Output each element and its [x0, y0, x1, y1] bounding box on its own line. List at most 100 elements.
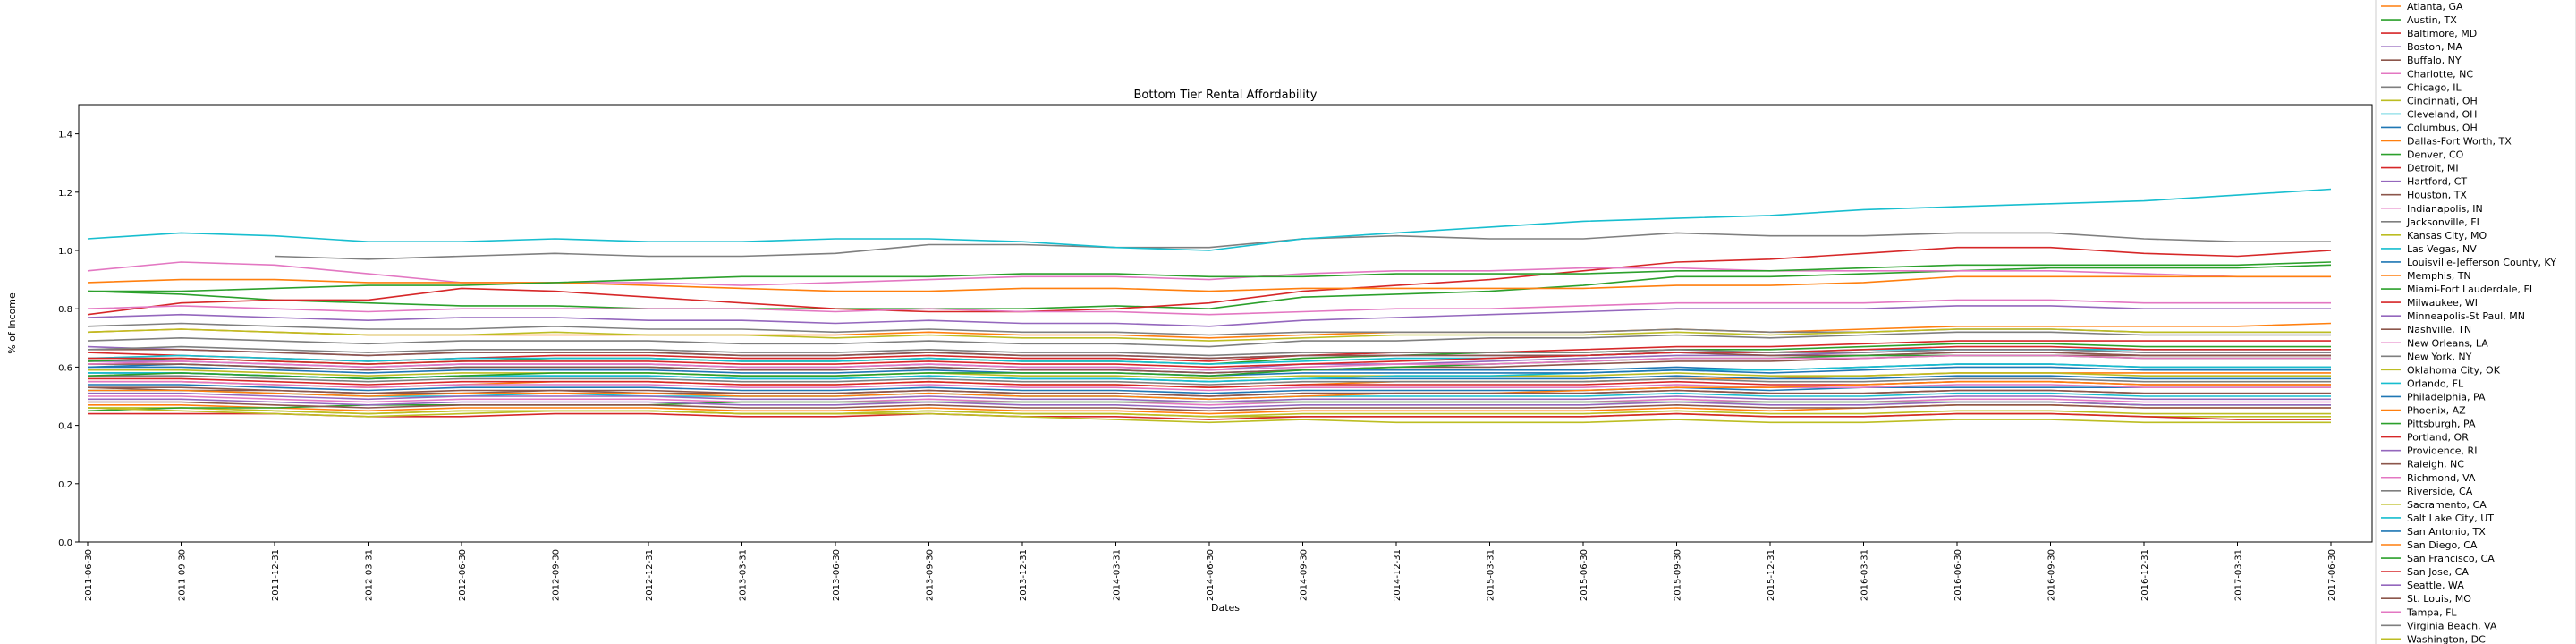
- series-line: [88, 412, 2331, 420]
- x-tick-label: 2014-09-30: [1300, 549, 1309, 601]
- legend-label: Milwaukee, WI: [2407, 297, 2478, 309]
- y-axis: 0.0 0.2 0.4 0.6 0.8 1.0 1.2 1.4: [58, 131, 79, 548]
- series-line: [87, 354, 2331, 371]
- series-line: [87, 328, 2331, 342]
- x-axis: 2011-06-30 2011-09-30 2011-12-31 2012-03-31…: [84, 542, 2337, 601]
- legend-label: San Antonio, TX: [2407, 526, 2486, 538]
- legend-label: Nashville, TN: [2407, 324, 2471, 335]
- series-line: [88, 349, 2331, 360]
- legend-label: Denver, CO: [2407, 149, 2464, 161]
- legend-label: Raleigh, NC: [2407, 459, 2464, 470]
- series-line: [88, 386, 2331, 397]
- legend-label: Richmond, VA: [2407, 472, 2476, 484]
- legend-label: Austin, TX: [2407, 14, 2457, 26]
- x-tick-label: 2011-09-30: [178, 549, 188, 601]
- legend-label: Memphis, TN: [2407, 270, 2471, 282]
- legend-label: Cleveland, OH: [2407, 108, 2477, 120]
- series-line: [87, 246, 2332, 316]
- series-line: [87, 305, 2331, 327]
- x-tick-label: 2013-09-30: [926, 549, 936, 601]
- x-tick-label: 2015-12-31: [1767, 549, 1776, 601]
- y-tick-label: 0.8: [58, 305, 72, 315]
- legend-label: Tampa, FL: [2406, 606, 2457, 618]
- x-tick-label: 2011-06-30: [84, 549, 94, 601]
- series-line: [88, 398, 2331, 409]
- legend-label: Minneapolis-St Paul, MN: [2407, 310, 2525, 322]
- legend-label: Sacramento, CA: [2407, 499, 2487, 511]
- x-tick-label: 2016-03-31: [1860, 549, 1870, 601]
- legend-frame: [2375, 0, 2576, 644]
- legend-label: Atlanta, GA: [2407, 1, 2463, 13]
- series-line: [88, 392, 2331, 403]
- legend-label: Phoenix, AZ: [2407, 405, 2466, 417]
- x-tick-label: 2014-03-31: [1113, 549, 1123, 601]
- x-tick-label: 2016-09-30: [2047, 549, 2057, 601]
- series-line: [87, 299, 2331, 316]
- x-tick-label: 2012-06-30: [458, 549, 468, 601]
- x-tick-label: 2014-12-31: [1393, 549, 1402, 601]
- legend-label: Philadelphia, PA: [2407, 391, 2486, 402]
- series-line: [87, 188, 2332, 251]
- legend-label: Las Vegas, NV: [2407, 243, 2477, 255]
- series-line: [88, 345, 2331, 369]
- legend-label: Houston, TX: [2407, 190, 2467, 201]
- series-line: [88, 380, 2331, 392]
- legend-label: Baltimore, MD: [2407, 28, 2477, 39]
- legend-label: Riverside, CA: [2407, 486, 2473, 497]
- series-line: [88, 384, 2331, 394]
- legend-label: Detroit, MI: [2407, 163, 2459, 174]
- legend-label: Chicago, IL: [2407, 81, 2462, 93]
- x-tick-label: 2012-03-31: [365, 549, 375, 601]
- x-tick-label: 2011-12-31: [271, 549, 281, 601]
- legend-label: Buffalo, NY: [2407, 55, 2462, 66]
- legend-label: Columbus, OH: [2407, 122, 2478, 133]
- x-tick-label: 2015-03-31: [1487, 549, 1496, 601]
- legend-label: Charlotte, NC: [2407, 68, 2473, 80]
- y-tick-label: 0.6: [58, 363, 72, 373]
- legend-label: San Jose, CA: [2407, 566, 2469, 578]
- series-line: [88, 375, 2331, 386]
- series-line: [88, 401, 2331, 412]
- legend-label: San Diego, CA: [2407, 539, 2478, 551]
- x-tick-label: 2015-06-30: [1580, 549, 1589, 601]
- legend-label: New Orleans, LA: [2407, 337, 2488, 349]
- x-tick-label: 2015-09-30: [1674, 549, 1683, 601]
- y-tick-label: 1.0: [58, 247, 72, 257]
- chart-title: Bottom Tier Rental Affordability: [1134, 89, 1318, 102]
- legend-label: Jacksonville, FL: [2406, 216, 2483, 228]
- series-line: [88, 395, 2331, 406]
- plot-frame: [78, 104, 2373, 543]
- series-line: [274, 232, 2331, 260]
- legend-label: Portland, OR: [2407, 432, 2469, 444]
- series-line: [88, 369, 2331, 380]
- x-axis-label: Dates: [1211, 602, 1240, 614]
- legend-label: Pittsburgh, PA: [2407, 419, 2476, 430]
- x-tick-label: 2012-12-31: [645, 549, 655, 601]
- series-line: [87, 264, 2332, 309]
- legend-label: Louisville-Jefferson County, KY: [2407, 257, 2556, 268]
- legend-label: Oklahoma City, OK: [2407, 364, 2501, 376]
- y-tick-label: 0.2: [58, 480, 72, 490]
- legend-label: Miami-Fort Lauderdale, FL: [2407, 284, 2536, 295]
- x-tick-label: 2016-06-30: [1953, 549, 1963, 601]
- legend-label: Orlando, FL: [2407, 377, 2464, 389]
- x-tick-label: 2017-06-30: [2327, 549, 2337, 601]
- y-tick-label: 1.2: [58, 189, 72, 199]
- series-line: [87, 331, 2331, 348]
- legend-label: Hartford, CT: [2407, 176, 2467, 188]
- y-tick-label: 0.0: [58, 538, 72, 548]
- x-tick-label: 2017-03-31: [2234, 549, 2244, 601]
- legend-label: Kansas City, MO: [2407, 230, 2487, 242]
- y-axis-label: % of Income: [6, 292, 18, 354]
- legend-label: Salt Lake City, UT: [2407, 513, 2494, 524]
- legend-label: Seattle, WA: [2407, 580, 2464, 591]
- series-line: [87, 322, 2332, 339]
- legend-label: San Francisco, CA: [2407, 553, 2495, 564]
- y-tick-label: 1.4: [58, 131, 72, 140]
- series-layer: [87, 188, 2332, 424]
- series-line: [87, 275, 2331, 292]
- legend-label: New York, NY: [2407, 351, 2472, 362]
- legend-label: St. Louis, MO: [2407, 593, 2471, 605]
